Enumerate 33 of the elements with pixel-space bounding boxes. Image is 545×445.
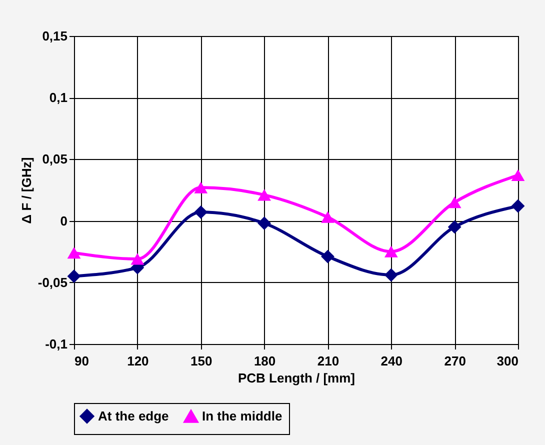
x-axis-title: PCB Length / [mm] [238, 370, 355, 386]
y-tick-label: 0,05 [42, 152, 68, 167]
y-tick-label: 0,15 [42, 28, 68, 44]
y-axis-title: Δ F / [GHz] [18, 157, 34, 224]
x-tick-label: 150 [190, 354, 212, 368]
x-tick-label: 300 [496, 354, 518, 368]
y-tick-label: 0,1 [49, 90, 68, 106]
legend-label: At the edge [98, 408, 169, 424]
x-tick-label: 90 [74, 354, 89, 368]
point [511, 169, 525, 182]
point [511, 199, 525, 213]
x-tick-label: 270 [444, 354, 466, 368]
x-tick-label: 180 [254, 354, 276, 368]
point [130, 253, 144, 265]
point [67, 270, 81, 283]
point [448, 220, 462, 234]
y-tick-label: -0,05 [38, 274, 68, 290]
point [194, 182, 208, 194]
y-tick-label: -0,1 [45, 336, 68, 352]
x-tick-label: 240 [380, 354, 402, 368]
x-tick-label: 120 [127, 354, 149, 368]
point [258, 189, 271, 201]
point [384, 268, 398, 282]
point [194, 205, 208, 219]
point [321, 211, 334, 223]
point [258, 216, 271, 230]
point [321, 250, 334, 264]
point [67, 247, 81, 259]
legend-label: In the middle [202, 408, 282, 424]
y-tick-label: 0 [60, 213, 68, 228]
point [448, 196, 462, 208]
point [384, 246, 398, 258]
x-tick-label: 210 [317, 354, 340, 368]
